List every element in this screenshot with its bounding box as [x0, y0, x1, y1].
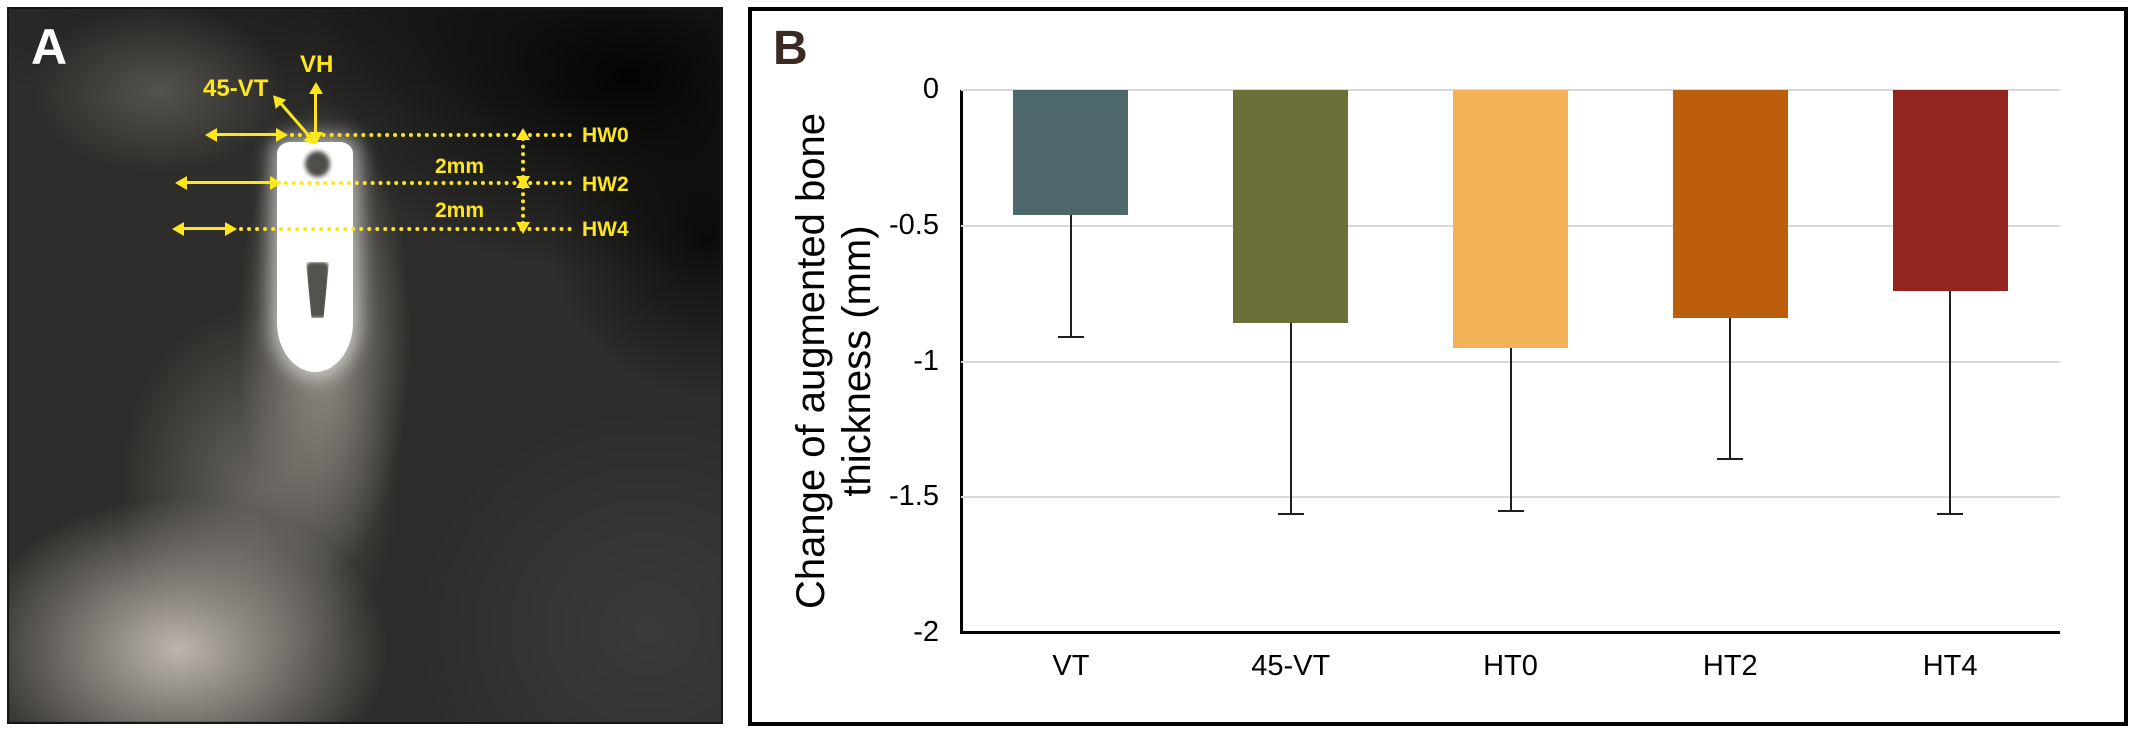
2mm-lower-dotted-arrow [516, 176, 530, 234]
error-cap-VT [1057, 336, 1084, 339]
x-tick-label-HT4: HT4 [1922, 650, 1978, 682]
y-tick-label: -1 [913, 344, 939, 377]
hw4-width-arrow [182, 227, 227, 230]
dental-implant [277, 142, 353, 372]
bar-HT4 [1892, 90, 2008, 291]
error-cap-HT2 [1717, 458, 1744, 461]
2mm-upper-dotted-arrow [516, 128, 530, 188]
panel-b-bar-chart: B Change of augmented bone thickness (mm… [748, 7, 2128, 726]
bar-HT2 [1672, 90, 1788, 319]
2mm-upper-label: 2mm [435, 155, 485, 178]
y-tick-label: -0.5 [889, 208, 939, 241]
hw0-width-arrow [215, 133, 278, 136]
hw2-dotted-line [276, 181, 572, 185]
bar-HT0 [1453, 90, 1568, 348]
x-tick-label-HT0: HT0 [1483, 650, 1538, 682]
hw4-dotted-line [231, 227, 572, 231]
bar-45-VT [1233, 90, 1349, 324]
x-axis-line [960, 631, 2060, 634]
implant-apical-slot [306, 262, 329, 318]
y-tick-label: -1.5 [889, 480, 939, 513]
implant-access-hole [305, 151, 330, 177]
y-tick-label: 0 [922, 73, 939, 105]
error-bar-HT2 [1729, 318, 1732, 460]
vh-label: VH [300, 51, 334, 78]
x-tick-label-VT: VT [1052, 650, 1090, 682]
error-cap-HT0 [1497, 509, 1524, 512]
hw2-width-arrow [185, 181, 272, 184]
error-bar-VT [1069, 214, 1072, 338]
error-bar-45-VT [1289, 323, 1292, 514]
hw4-label: HW4 [582, 218, 629, 241]
bar-VT [1013, 90, 1129, 215]
hw0-dotted-line [282, 133, 572, 137]
2mm-lower-label: 2mm [435, 199, 485, 222]
error-bar-HT0 [1509, 347, 1512, 511]
y-tick-label: -2 [913, 616, 939, 648]
error-cap-45-VT [1277, 512, 1304, 515]
vh-measure-arrow [314, 92, 317, 134]
hw2-label: HW2 [582, 173, 629, 196]
x-tick-label-45-VT: 45-VT [1251, 650, 1331, 682]
panel-b-label: B [773, 22, 808, 75]
error-cap-HT4 [1937, 512, 1964, 515]
hw0-label: HW0 [582, 124, 629, 147]
panel-a-radiograph: A VH 45-VT HW0 HW2 HW4 2mm 2mm [7, 7, 723, 724]
plot-area: 0 -0.5 -1 -1.5 -2 VT 45-VT HT0 HT2 HT4 [889, 73, 2060, 682]
panel-a-label: A [31, 19, 68, 75]
45-vt-label: 45-VT [203, 75, 269, 102]
cbct-radiograph-image [9, 9, 721, 722]
x-tick-label-HT2: HT2 [1702, 650, 1758, 682]
error-bar-HT4 [1949, 290, 1952, 514]
